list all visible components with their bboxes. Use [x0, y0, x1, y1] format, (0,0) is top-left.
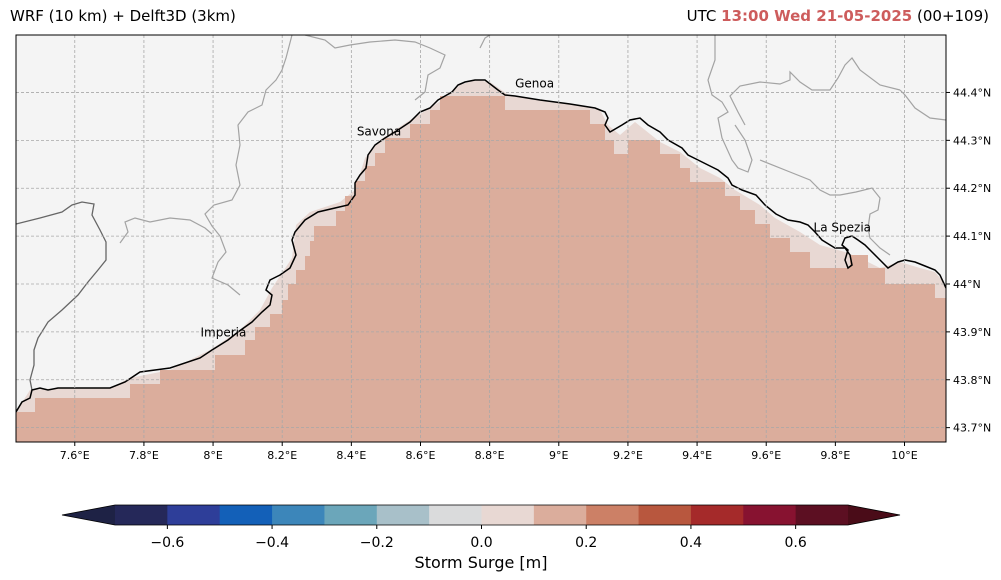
map-frame: [15, 34, 947, 443]
utc-label: UTC: [686, 7, 717, 25]
lon-tick-label: 8.2°E: [267, 449, 297, 462]
colorbar-tick-label: −0.6: [150, 535, 184, 551]
colorbar-bin: [795, 505, 849, 525]
lon-tick-label: 8.8°E: [475, 449, 505, 462]
lon-tick-label: 10°E: [891, 449, 917, 462]
lon-tick-label: 9.8°E: [820, 449, 850, 462]
colorbar-bin: [638, 505, 692, 525]
lat-tick-label: 43.8°N: [953, 374, 991, 387]
lat-tick-label: 44°N: [953, 278, 981, 291]
valid-time-header: UTC 13:00 Wed 21-05-2025 (00+109): [687, 7, 989, 25]
coastline: [16, 79, 946, 413]
lat-tick-label: 44.3°N: [953, 134, 991, 147]
longitude-ticks: 7.6°E 7.8°E 8°E 8.2°E 8.4°E 8.6°E 8.8°E 9°E 9.2°…: [60, 442, 918, 462]
lat-tick-label: 43.9°N: [953, 326, 991, 339]
lon-tick-label: 9°E: [549, 449, 568, 462]
national-border: [16, 201, 107, 391]
lon-tick-label: 7.6°E: [60, 449, 90, 462]
colorbar-tick-label: 0.2: [575, 535, 597, 551]
colorbar-tick-label: −0.4: [255, 535, 289, 551]
admin-borders: [119, 35, 946, 296]
lat-tick-label: 43.7°N: [953, 422, 991, 435]
colorbar-tick-label: 0.4: [680, 535, 702, 551]
colorbar-bin: [481, 505, 535, 525]
valid-time: 13:00 Wed 21-05-2025: [721, 7, 913, 25]
forecast-step: (00+109): [917, 7, 989, 25]
city-label: Imperia: [201, 326, 247, 340]
city-label: Savona: [357, 125, 401, 139]
colorbar-bin: [533, 505, 587, 525]
lon-tick-label: 9.6°E: [751, 449, 781, 462]
lon-tick-label: 8°E: [203, 449, 222, 462]
lon-tick-label: 9.2°E: [613, 449, 643, 462]
colorbar-bin: [219, 505, 273, 525]
colorbar-bin: [167, 505, 221, 525]
colorbar-bin: [115, 505, 168, 525]
colorbar-tick-label: 0.0: [470, 535, 492, 551]
colorbar-bin: [429, 505, 482, 525]
colorbar-bin: [586, 505, 640, 525]
city-label: La Spezia: [814, 220, 871, 234]
lat-tick-label: 44.2°N: [953, 182, 991, 195]
city-label: Genoa: [515, 77, 554, 91]
colorbar: [61, 504, 901, 526]
lat-tick-label: 44.1°N: [953, 230, 991, 243]
colorbar-bin: [324, 505, 378, 525]
graticule: [16, 35, 946, 442]
colorbar-over-arrow: [848, 505, 900, 525]
lon-tick-label: 8.6°E: [406, 449, 436, 462]
latitude-ticks: 43.7°N 43.8°N 43.9°N 44°N 44.1°N 44.2°N 44.3°N…: [946, 86, 991, 435]
lon-tick-label: 9.4°E: [682, 449, 712, 462]
lat-tick-label: 44.4°N: [953, 86, 991, 99]
colorbar-ticks: −0.6 −0.4 −0.2 0.0 0.2 0.4 0.6: [150, 525, 807, 551]
colorbar-label: Storm Surge [m]: [415, 553, 548, 572]
colorbar-tick-label: −0.2: [360, 535, 394, 551]
colorbar-bin: [690, 505, 744, 525]
lon-tick-label: 7.8°E: [129, 449, 159, 462]
model-title: WRF (10 km) + Delft3D (3km): [10, 7, 236, 25]
colorbar-under-arrow: [62, 505, 115, 525]
lon-tick-label: 8.4°E: [336, 449, 366, 462]
city-labels: Genoa Savona Imperia La Spezia: [201, 77, 872, 340]
colorbar-tick-label: 0.6: [785, 535, 807, 551]
sea-surge-area: [16, 96, 946, 442]
colorbar-outline: [61, 504, 901, 526]
colorbar-bin: [376, 505, 430, 525]
colorbar-bin: [743, 505, 797, 525]
colorbar-bin: [272, 505, 325, 525]
